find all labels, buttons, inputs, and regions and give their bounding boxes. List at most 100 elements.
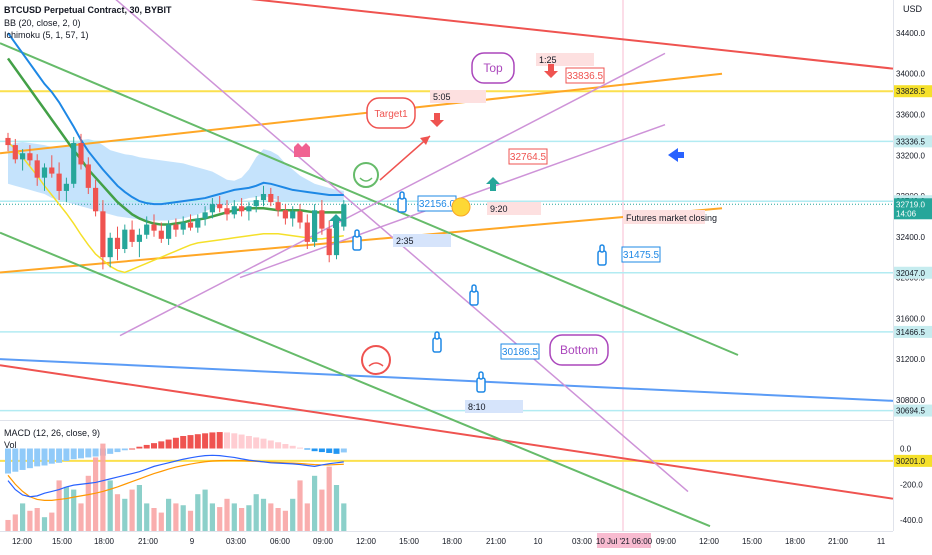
volume-bar <box>304 503 310 531</box>
macd-histogram-bar <box>318 448 325 453</box>
macd-histogram-bar <box>180 435 187 449</box>
time-tick-label: 03:00 <box>572 537 593 546</box>
candle-body <box>253 200 259 207</box>
volume-bar <box>136 485 142 531</box>
hand-pointer-icon-3-finger <box>599 244 605 253</box>
volume-bar <box>78 503 84 531</box>
hand-pointer-icon-3 <box>597 250 607 266</box>
macd-histogram-bar <box>92 448 99 457</box>
volume-indicator-label[interactable]: Vol <box>4 440 17 450</box>
candle-body <box>34 160 40 178</box>
candle-body <box>129 229 135 242</box>
volume-bar <box>122 498 128 531</box>
up-arrow-2 <box>329 214 343 228</box>
candle-body <box>71 143 77 184</box>
candle-body <box>63 183 69 191</box>
time-tick-label: 10 <box>534 537 543 546</box>
candle-body <box>282 210 288 219</box>
macd-histogram-bar <box>326 448 333 453</box>
futures-note-box <box>623 210 705 224</box>
macd-histogram-bar <box>260 438 267 449</box>
target1-callout[interactable]: Target1 <box>366 97 416 129</box>
bb-indicator-label[interactable]: BB (20, close, 2, 0) <box>4 18 81 28</box>
macd-histogram-bar <box>187 435 194 449</box>
hand-pointer-icon-6 <box>476 377 486 393</box>
price-tick-label: 31200.0 <box>896 355 925 364</box>
candle-body <box>268 193 274 203</box>
volume-bar <box>129 489 135 531</box>
macd-histogram-bar <box>311 448 318 452</box>
candle-body <box>231 206 237 215</box>
volume-bar <box>253 494 259 531</box>
candle-body <box>290 211 296 219</box>
macd-histogram-bar <box>121 448 128 451</box>
macd-histogram-bar <box>224 432 230 449</box>
volume-bar <box>166 498 172 531</box>
green-trend-line-upper <box>0 42 739 356</box>
top-callout[interactable]: Top <box>471 52 515 84</box>
price-note-31475: 31475.5 <box>623 250 660 261</box>
time-note-4: 2:35 <box>396 236 414 246</box>
volume-bar <box>239 508 245 531</box>
frown-icon <box>361 345 391 375</box>
symbol-title[interactable]: BTCUSD Perpetual Contract, 30, BYBIT <box>4 5 172 15</box>
time-tick-label: 06:00 <box>270 537 291 546</box>
candle-body <box>173 224 179 230</box>
ichimoku-cloud <box>8 138 344 221</box>
time-tick-label: 15:00 <box>52 537 73 546</box>
macd-histogram-bar <box>253 437 260 449</box>
price-label: 30201.0 <box>896 457 925 466</box>
macd-histogram-bar <box>209 432 216 449</box>
candle-body <box>260 193 267 201</box>
hand-pointer-icon-5-finger <box>434 331 440 340</box>
volume-bar <box>5 519 11 531</box>
macd-histogram-bar <box>26 448 33 469</box>
macd-signal-line <box>7 459 344 501</box>
hand-pointer-icon-6-finger <box>478 371 484 380</box>
time-tick-label: 12:00 <box>356 537 377 546</box>
green-trend-line-lower <box>0 231 711 528</box>
time-note-5: 8:10 <box>468 402 486 412</box>
macd-histogram-bar <box>78 448 84 459</box>
macd-tick-label: -200.0 <box>900 480 923 489</box>
candle-body <box>136 234 142 242</box>
price-note-30186: 30186.5 <box>502 347 539 358</box>
volume-bar <box>275 508 281 531</box>
time-note-5-box <box>465 400 523 413</box>
red-trend-line-upper <box>250 0 894 70</box>
candle-body <box>151 224 157 231</box>
time-tick-label: 12:00 <box>12 537 33 546</box>
hand-pointer-icon-2-finger <box>354 229 360 238</box>
candle-body <box>224 208 230 215</box>
candle-body <box>187 222 194 228</box>
volume-bar <box>209 503 215 531</box>
price-label: 31466.5 <box>896 328 925 337</box>
time-tick-label: 18:00 <box>94 537 115 546</box>
macd-indicator-label[interactable]: MACD (12, 26, close, 9) <box>4 428 101 438</box>
candle-body <box>100 211 106 258</box>
price-label-box <box>894 85 932 98</box>
target-arrow-line <box>379 135 431 181</box>
price-label-box <box>894 325 932 338</box>
time-tick-label: 12:00 <box>699 537 720 546</box>
volume-bar <box>224 498 230 531</box>
volume-bar <box>297 480 303 531</box>
candle-body <box>12 145 18 160</box>
macd-histogram-bar <box>41 448 48 466</box>
volume-bar <box>187 510 194 531</box>
time-tick-label: 9 <box>190 537 195 546</box>
macd-histogram-bar <box>238 434 245 449</box>
macd-histogram-bar <box>5 448 11 474</box>
volume-bar <box>173 503 179 531</box>
volume-bar <box>231 503 237 531</box>
bottom-callout[interactable]: Bottom <box>549 334 609 366</box>
ichimoku-indicator-label[interactable]: Ichimoku (5, 1, 57, 1) <box>4 30 89 40</box>
red-trend-line-lower <box>0 364 894 500</box>
hand-pointer-icon-4 <box>469 290 479 306</box>
candle-body <box>319 210 325 229</box>
time-note-1: 1:25 <box>539 55 557 65</box>
cat-icon <box>294 143 310 157</box>
blue-trend-line <box>0 358 894 402</box>
